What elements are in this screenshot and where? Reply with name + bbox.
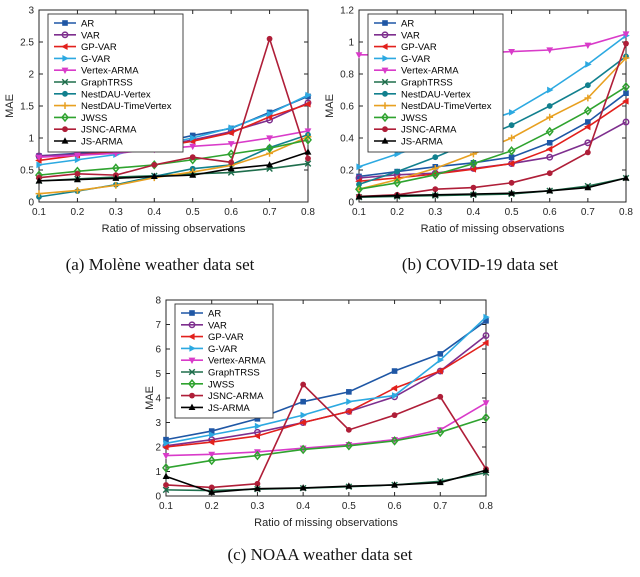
svg-text:0.7: 0.7: [581, 207, 595, 218]
svg-text:JSNC-ARMA: JSNC-ARMA: [401, 125, 457, 136]
svg-text:0.8: 0.8: [340, 70, 354, 81]
molene-plot-svg: 0.1 0.2 0.3 0.4 0.5 0.6 0.7 0.8 0 0.5 1 1.5 2 2.5 3 Rat…: [4, 6, 315, 236]
svg-text:GP-VAR: GP-VAR: [401, 42, 437, 53]
svg-text:Ratio of missing observations: Ratio of missing observations: [254, 517, 398, 529]
svg-text:Vertex-ARMA: Vertex-ARMA: [208, 356, 266, 367]
svg-text:0.4: 0.4: [466, 207, 480, 218]
svg-text:JWSS: JWSS: [401, 113, 427, 124]
svg-text:4: 4: [155, 394, 161, 405]
svg-text:0.6: 0.6: [340, 102, 354, 113]
caption-covid: (b) COVID-19 data set: [401, 255, 559, 274]
svg-text:0.4: 0.4: [147, 207, 161, 218]
svg-text:0.6: 0.6: [224, 207, 238, 218]
svg-text:0.5: 0.5: [186, 207, 200, 218]
svg-text:0.3: 0.3: [428, 207, 442, 218]
svg-text:0.2: 0.2: [340, 166, 354, 177]
svg-text:VAR: VAR: [81, 30, 100, 41]
svg-text:0.4: 0.4: [340, 134, 354, 145]
svg-text:0.6: 0.6: [543, 207, 557, 218]
chart-covid19: 0.1 0.2 0.3 0.4 0.5 0.6 0.7 0.8 0 0.2 0.4 0.6 0.8 1 1.…: [322, 2, 638, 240]
svg-text:0.1: 0.1: [32, 207, 46, 218]
svg-text:G-VAR: G-VAR: [81, 54, 111, 65]
svg-text:Ratio of missing observations: Ratio of missing observations: [421, 223, 565, 235]
svg-text:MAE: MAE: [4, 94, 16, 118]
svg-text:0.2: 0.2: [205, 501, 219, 512]
svg-text:0.7: 0.7: [263, 207, 277, 218]
svg-text:0.2: 0.2: [70, 207, 84, 218]
svg-text:0.5: 0.5: [342, 501, 356, 512]
svg-text:GraphTRSS: GraphTRSS: [401, 78, 453, 89]
svg-text:2: 2: [155, 443, 161, 454]
svg-text:2.5: 2.5: [20, 38, 34, 49]
svg-text:3: 3: [28, 6, 34, 17]
svg-text:0: 0: [348, 198, 354, 209]
svg-text:GraphTRSS: GraphTRSS: [208, 368, 260, 379]
chart-molene-weather: 0.1 0.2 0.3 0.4 0.5 0.6 0.7 0.8 0 0.5 1 1.5 2 2.5 3 Rat…: [2, 2, 320, 240]
svg-text:G-VAR: G-VAR: [401, 54, 431, 65]
svg-text:1: 1: [28, 134, 34, 145]
covid-plot-svg: 0.1 0.2 0.3 0.4 0.5 0.6 0.7 0.8 0 0.2 0.4 0.6 0.8 1 1.…: [324, 6, 633, 236]
svg-text:0.5: 0.5: [505, 207, 519, 218]
svg-text:0: 0: [155, 492, 161, 503]
svg-text:2: 2: [28, 70, 34, 81]
svg-text:0.2: 0.2: [390, 207, 404, 218]
svg-text:0.4: 0.4: [296, 501, 310, 512]
svg-text:0.3: 0.3: [250, 501, 264, 512]
svg-text:0.8: 0.8: [301, 207, 315, 218]
svg-text:VAR: VAR: [401, 30, 420, 41]
svg-text:Vertex-ARMA: Vertex-ARMA: [401, 66, 459, 77]
svg-text:1: 1: [155, 467, 161, 478]
svg-text:0.7: 0.7: [433, 501, 447, 512]
svg-text:0.5: 0.5: [20, 166, 34, 177]
svg-text:JWSS: JWSS: [208, 379, 234, 390]
svg-text:0.8: 0.8: [619, 207, 633, 218]
svg-text:JSNC-ARMA: JSNC-ARMA: [208, 391, 264, 402]
chart-noaa-weather: 0.1 0.2 0.3 0.4 0.5 0.6 0.7 0.8 0 1 2 3 4 5 6 7 8 Ratio o…: [142, 292, 498, 534]
svg-text:VAR: VAR: [208, 320, 227, 331]
caption-noaa: (c) NOAA weather data set: [227, 545, 413, 564]
svg-text:NestDAU-TimeVertex: NestDAU-TimeVertex: [81, 101, 172, 112]
svg-text:1: 1: [348, 38, 354, 49]
svg-text:NestDAU-Vertex: NestDAU-Vertex: [401, 89, 471, 100]
svg-text:0: 0: [28, 198, 34, 209]
svg-text:JS-ARMA: JS-ARMA: [401, 137, 443, 148]
svg-text:JS-ARMA: JS-ARMA: [208, 403, 250, 414]
svg-text:Vertex-ARMA: Vertex-ARMA: [81, 66, 139, 77]
svg-text:AR: AR: [401, 19, 414, 30]
svg-text:0.1: 0.1: [159, 501, 173, 512]
svg-text:JWSS: JWSS: [81, 113, 107, 124]
svg-text:8: 8: [155, 296, 161, 307]
svg-text:MAE: MAE: [324, 94, 336, 118]
svg-text:6: 6: [155, 345, 161, 356]
svg-text:AR: AR: [208, 309, 221, 320]
svg-text:0.8: 0.8: [479, 501, 493, 512]
caption-molene: (a) Molène weather data set: [65, 255, 255, 274]
svg-text:AR: AR: [81, 19, 94, 30]
svg-text:0.6: 0.6: [388, 501, 402, 512]
svg-text:0.1: 0.1: [352, 207, 366, 218]
svg-text:GP-VAR: GP-VAR: [81, 42, 117, 53]
svg-text:JSNC-ARMA: JSNC-ARMA: [81, 125, 137, 136]
svg-text:7: 7: [155, 320, 161, 331]
svg-text:1.5: 1.5: [20, 102, 34, 113]
svg-text:JS-ARMA: JS-ARMA: [81, 137, 123, 148]
svg-text:3: 3: [155, 418, 161, 429]
svg-text:Ratio of missing observations: Ratio of missing observations: [102, 223, 246, 235]
svg-text:NestDAU-Vertex: NestDAU-Vertex: [81, 89, 151, 100]
svg-text:MAE: MAE: [144, 386, 156, 410]
svg-text:5: 5: [155, 369, 161, 380]
svg-text:1.2: 1.2: [340, 6, 354, 17]
svg-text:G-VAR: G-VAR: [208, 344, 238, 355]
svg-text:0.3: 0.3: [109, 207, 123, 218]
noaa-plot-svg: 0.1 0.2 0.3 0.4 0.5 0.6 0.7 0.8 0 1 2 3 4 5 6 7 8 Ratio o…: [144, 296, 493, 530]
svg-text:GraphTRSS: GraphTRSS: [81, 78, 133, 89]
svg-text:GP-VAR: GP-VAR: [208, 332, 244, 343]
svg-text:NestDAU-TimeVertex: NestDAU-TimeVertex: [401, 101, 492, 112]
